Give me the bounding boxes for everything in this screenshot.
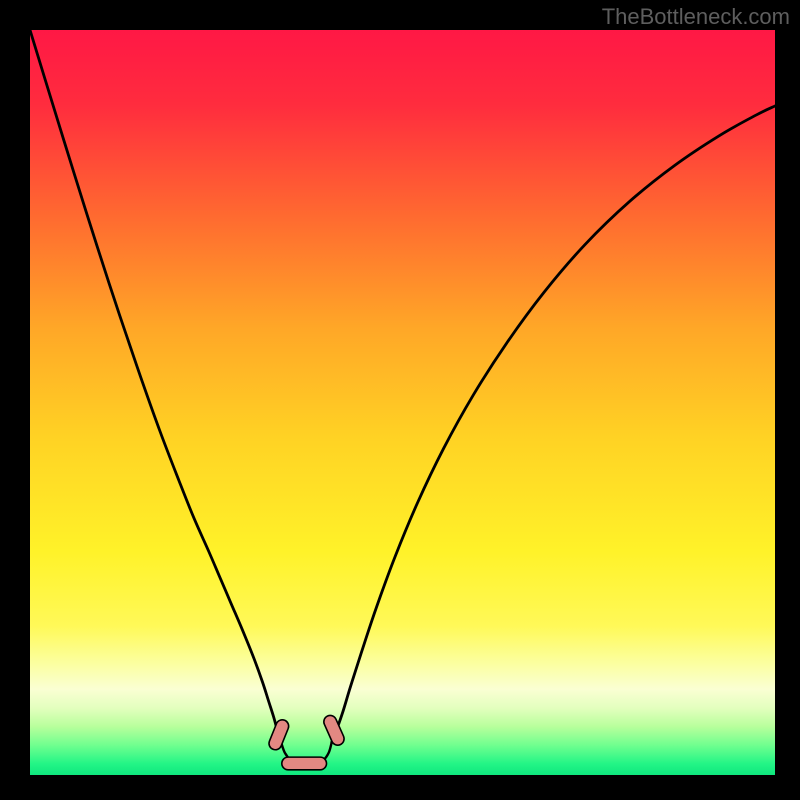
watermark-text: TheBottleneck.com bbox=[602, 4, 790, 30]
marker-cluster-2 bbox=[282, 757, 327, 770]
chart-svg bbox=[30, 30, 775, 775]
plot-container bbox=[30, 30, 775, 775]
gradient-background bbox=[30, 30, 775, 775]
